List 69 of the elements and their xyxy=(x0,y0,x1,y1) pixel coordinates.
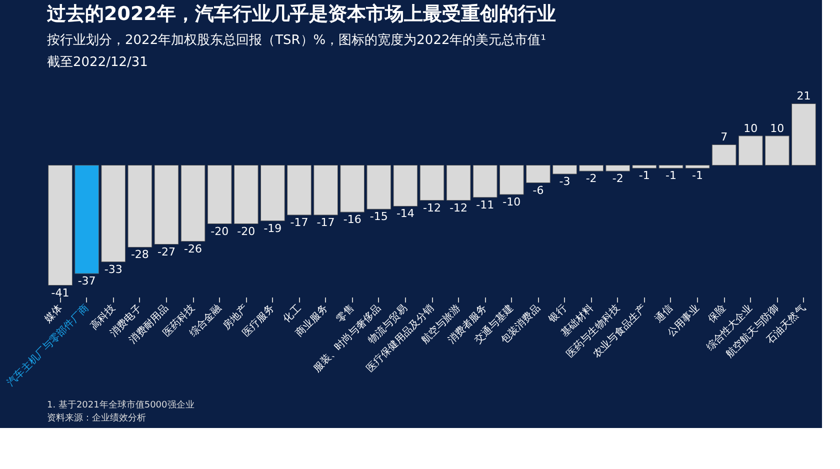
data-label: 10 xyxy=(770,122,784,135)
bar xyxy=(499,164,524,195)
data-label: -1 xyxy=(692,169,703,182)
data-label: -2 xyxy=(586,172,597,186)
bar xyxy=(526,164,550,184)
data-label: -19 xyxy=(264,222,282,235)
bar xyxy=(314,164,338,216)
data-label: -37 xyxy=(78,274,96,288)
bar xyxy=(154,164,179,245)
data-label: -33 xyxy=(104,262,122,276)
bar xyxy=(685,164,710,168)
bar xyxy=(340,164,365,212)
bar xyxy=(393,164,418,206)
data-label: -3 xyxy=(559,175,570,188)
data-label: -6 xyxy=(532,184,544,197)
x-tick-label: 保险 xyxy=(706,302,728,325)
data-label: 21 xyxy=(796,90,811,103)
data-label: -28 xyxy=(130,248,149,262)
bar xyxy=(446,164,471,201)
bar xyxy=(552,164,577,174)
bar xyxy=(128,164,152,248)
bar xyxy=(712,144,736,166)
bar xyxy=(101,164,126,262)
data-label: -12 xyxy=(450,201,468,214)
bar xyxy=(764,136,790,166)
data-label: 7 xyxy=(720,130,728,144)
text: 资料来源：企业绩效分析 xyxy=(47,412,146,424)
bar xyxy=(738,136,763,166)
data-label: -41 xyxy=(51,286,70,300)
x-tick-label: 化工 xyxy=(280,302,304,325)
text: 1. 基于2021年全球市值5000强企业 xyxy=(47,400,194,410)
bar xyxy=(74,164,100,274)
data-label: -20 xyxy=(237,224,256,238)
data-label: -1 xyxy=(638,169,650,182)
bar xyxy=(48,164,72,286)
data-label: -11 xyxy=(476,198,494,212)
data-label: -10 xyxy=(502,196,521,208)
bar xyxy=(180,164,206,242)
bar xyxy=(472,164,498,198)
bar xyxy=(234,164,258,224)
data-label: -15 xyxy=(370,210,388,224)
data-label: -20 xyxy=(210,224,229,238)
data-label: -12 xyxy=(423,201,441,214)
chart-subtitle: 按行业划分，2022年加权股东总回报（TSR）%，图标的宽度为2022年的美元总市值¹ xyxy=(47,32,546,48)
bar xyxy=(658,164,684,168)
data-label: -1 xyxy=(665,169,676,182)
text: 截至2022/12/31 xyxy=(47,55,148,70)
data-label: -17 xyxy=(316,216,335,229)
x-tick-label: 零售 xyxy=(334,302,357,325)
data-label: -17 xyxy=(290,216,308,229)
bar xyxy=(420,164,444,201)
bar xyxy=(606,164,630,172)
data-label: -14 xyxy=(396,207,414,220)
data-label: -2 xyxy=(612,172,624,186)
bar xyxy=(579,164,604,172)
data-label: -16 xyxy=(343,213,362,226)
bar xyxy=(207,164,232,224)
bar xyxy=(792,103,816,166)
bar xyxy=(366,164,392,210)
bar xyxy=(287,164,312,216)
chart-title: 过去的2022年，汽车行业几乎是资本市场上最受重创的行业 xyxy=(46,3,556,25)
x-tick-label: 银行 xyxy=(546,302,569,326)
data-label: -26 xyxy=(184,242,202,256)
bar xyxy=(632,164,657,168)
data-label: 10 xyxy=(744,122,758,135)
data-label: -27 xyxy=(158,245,176,258)
x-tick-label: 媒体 xyxy=(42,302,65,325)
bar xyxy=(260,164,285,222)
x-tick-label: 通信 xyxy=(652,302,676,325)
